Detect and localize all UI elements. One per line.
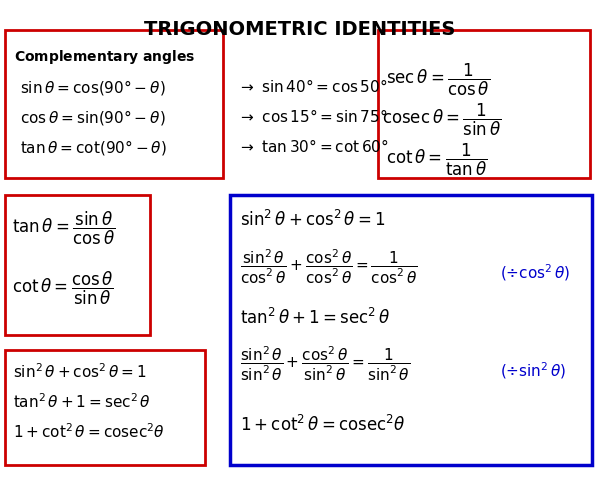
Text: $1 + \cot^2\theta = \mathrm{cosec}^2\theta$: $1 + \cot^2\theta = \mathrm{cosec}^2\the… [13, 422, 165, 441]
Text: TRIGONOMETRIC IDENTITIES: TRIGONOMETRIC IDENTITIES [145, 20, 455, 39]
Text: $\sec\theta = \dfrac{1}{\cos\theta}$: $\sec\theta = \dfrac{1}{\cos\theta}$ [386, 62, 490, 98]
Text: $\tan\theta = \dfrac{\sin\theta}{\cos\theta}$: $\tan\theta = \dfrac{\sin\theta}{\cos\th… [12, 210, 115, 247]
Text: $\sin^2\theta + \cos^2\theta = 1$: $\sin^2\theta + \cos^2\theta = 1$ [240, 210, 386, 230]
Bar [5, 30, 223, 178]
Text: $\rightarrow\ \sin 40°=\cos 50°$: $\rightarrow\ \sin 40°=\cos 50°$ [238, 78, 388, 95]
Bar [230, 195, 592, 465]
Text: $\mathbf{Complementary\ angles}$: $\mathbf{Complementary\ angles}$ [14, 48, 196, 66]
Bar [378, 30, 590, 178]
Text: $\tan\theta = \cot(90°-\theta)$: $\tan\theta = \cot(90°-\theta)$ [20, 138, 167, 157]
Text: $\dfrac{\sin^2\theta}{\sin^2\theta} + \dfrac{\cos^2\theta}{\sin^2\theta} = \dfra: $\dfrac{\sin^2\theta}{\sin^2\theta} + \d… [240, 345, 410, 383]
Text: $(\div\cos^2\theta)$: $(\div\cos^2\theta)$ [500, 262, 570, 283]
Text: $\tan^2\theta + 1 = \sec^2\theta$: $\tan^2\theta + 1 = \sec^2\theta$ [13, 392, 151, 411]
Bar [5, 350, 205, 465]
Text: $\dfrac{\sin^2\theta}{\cos^2\theta} + \dfrac{\cos^2\theta}{\cos^2\theta} = \dfra: $\dfrac{\sin^2\theta}{\cos^2\theta} + \d… [240, 248, 418, 286]
Text: $\sin^2\theta + \cos^2\theta = 1$: $\sin^2\theta + \cos^2\theta = 1$ [13, 362, 146, 381]
Text: $\cot\theta = \dfrac{\cos\theta}{\sin\theta}$: $\cot\theta = \dfrac{\cos\theta}{\sin\th… [12, 270, 114, 307]
Text: $1 + \cot^2\theta = \mathrm{cosec}^2\theta$: $1 + \cot^2\theta = \mathrm{cosec}^2\the… [240, 415, 406, 435]
Text: $\cos\theta = \sin(90°-\theta)$: $\cos\theta = \sin(90°-\theta)$ [20, 108, 166, 127]
Bar [5, 195, 150, 335]
Text: $\mathrm{cosec}\,\theta = \dfrac{1}{\sin\theta}$: $\mathrm{cosec}\,\theta = \dfrac{1}{\sin… [382, 102, 502, 138]
Text: $\rightarrow\ \tan 30°=\cot 60°$: $\rightarrow\ \tan 30°=\cot 60°$ [238, 138, 389, 155]
Text: $\sin\theta = \cos(90°-\theta)$: $\sin\theta = \cos(90°-\theta)$ [20, 78, 166, 97]
Text: $\cot\theta = \dfrac{1}{\tan\theta}$: $\cot\theta = \dfrac{1}{\tan\theta}$ [386, 142, 487, 178]
Text: $\rightarrow\ \cos 15°=\sin 75°$: $\rightarrow\ \cos 15°=\sin 75°$ [238, 108, 388, 125]
Text: $(\div\sin^2\theta)$: $(\div\sin^2\theta)$ [500, 360, 566, 381]
Text: $\tan^2\theta + 1 = \sec^2\theta$: $\tan^2\theta + 1 = \sec^2\theta$ [240, 308, 390, 328]
